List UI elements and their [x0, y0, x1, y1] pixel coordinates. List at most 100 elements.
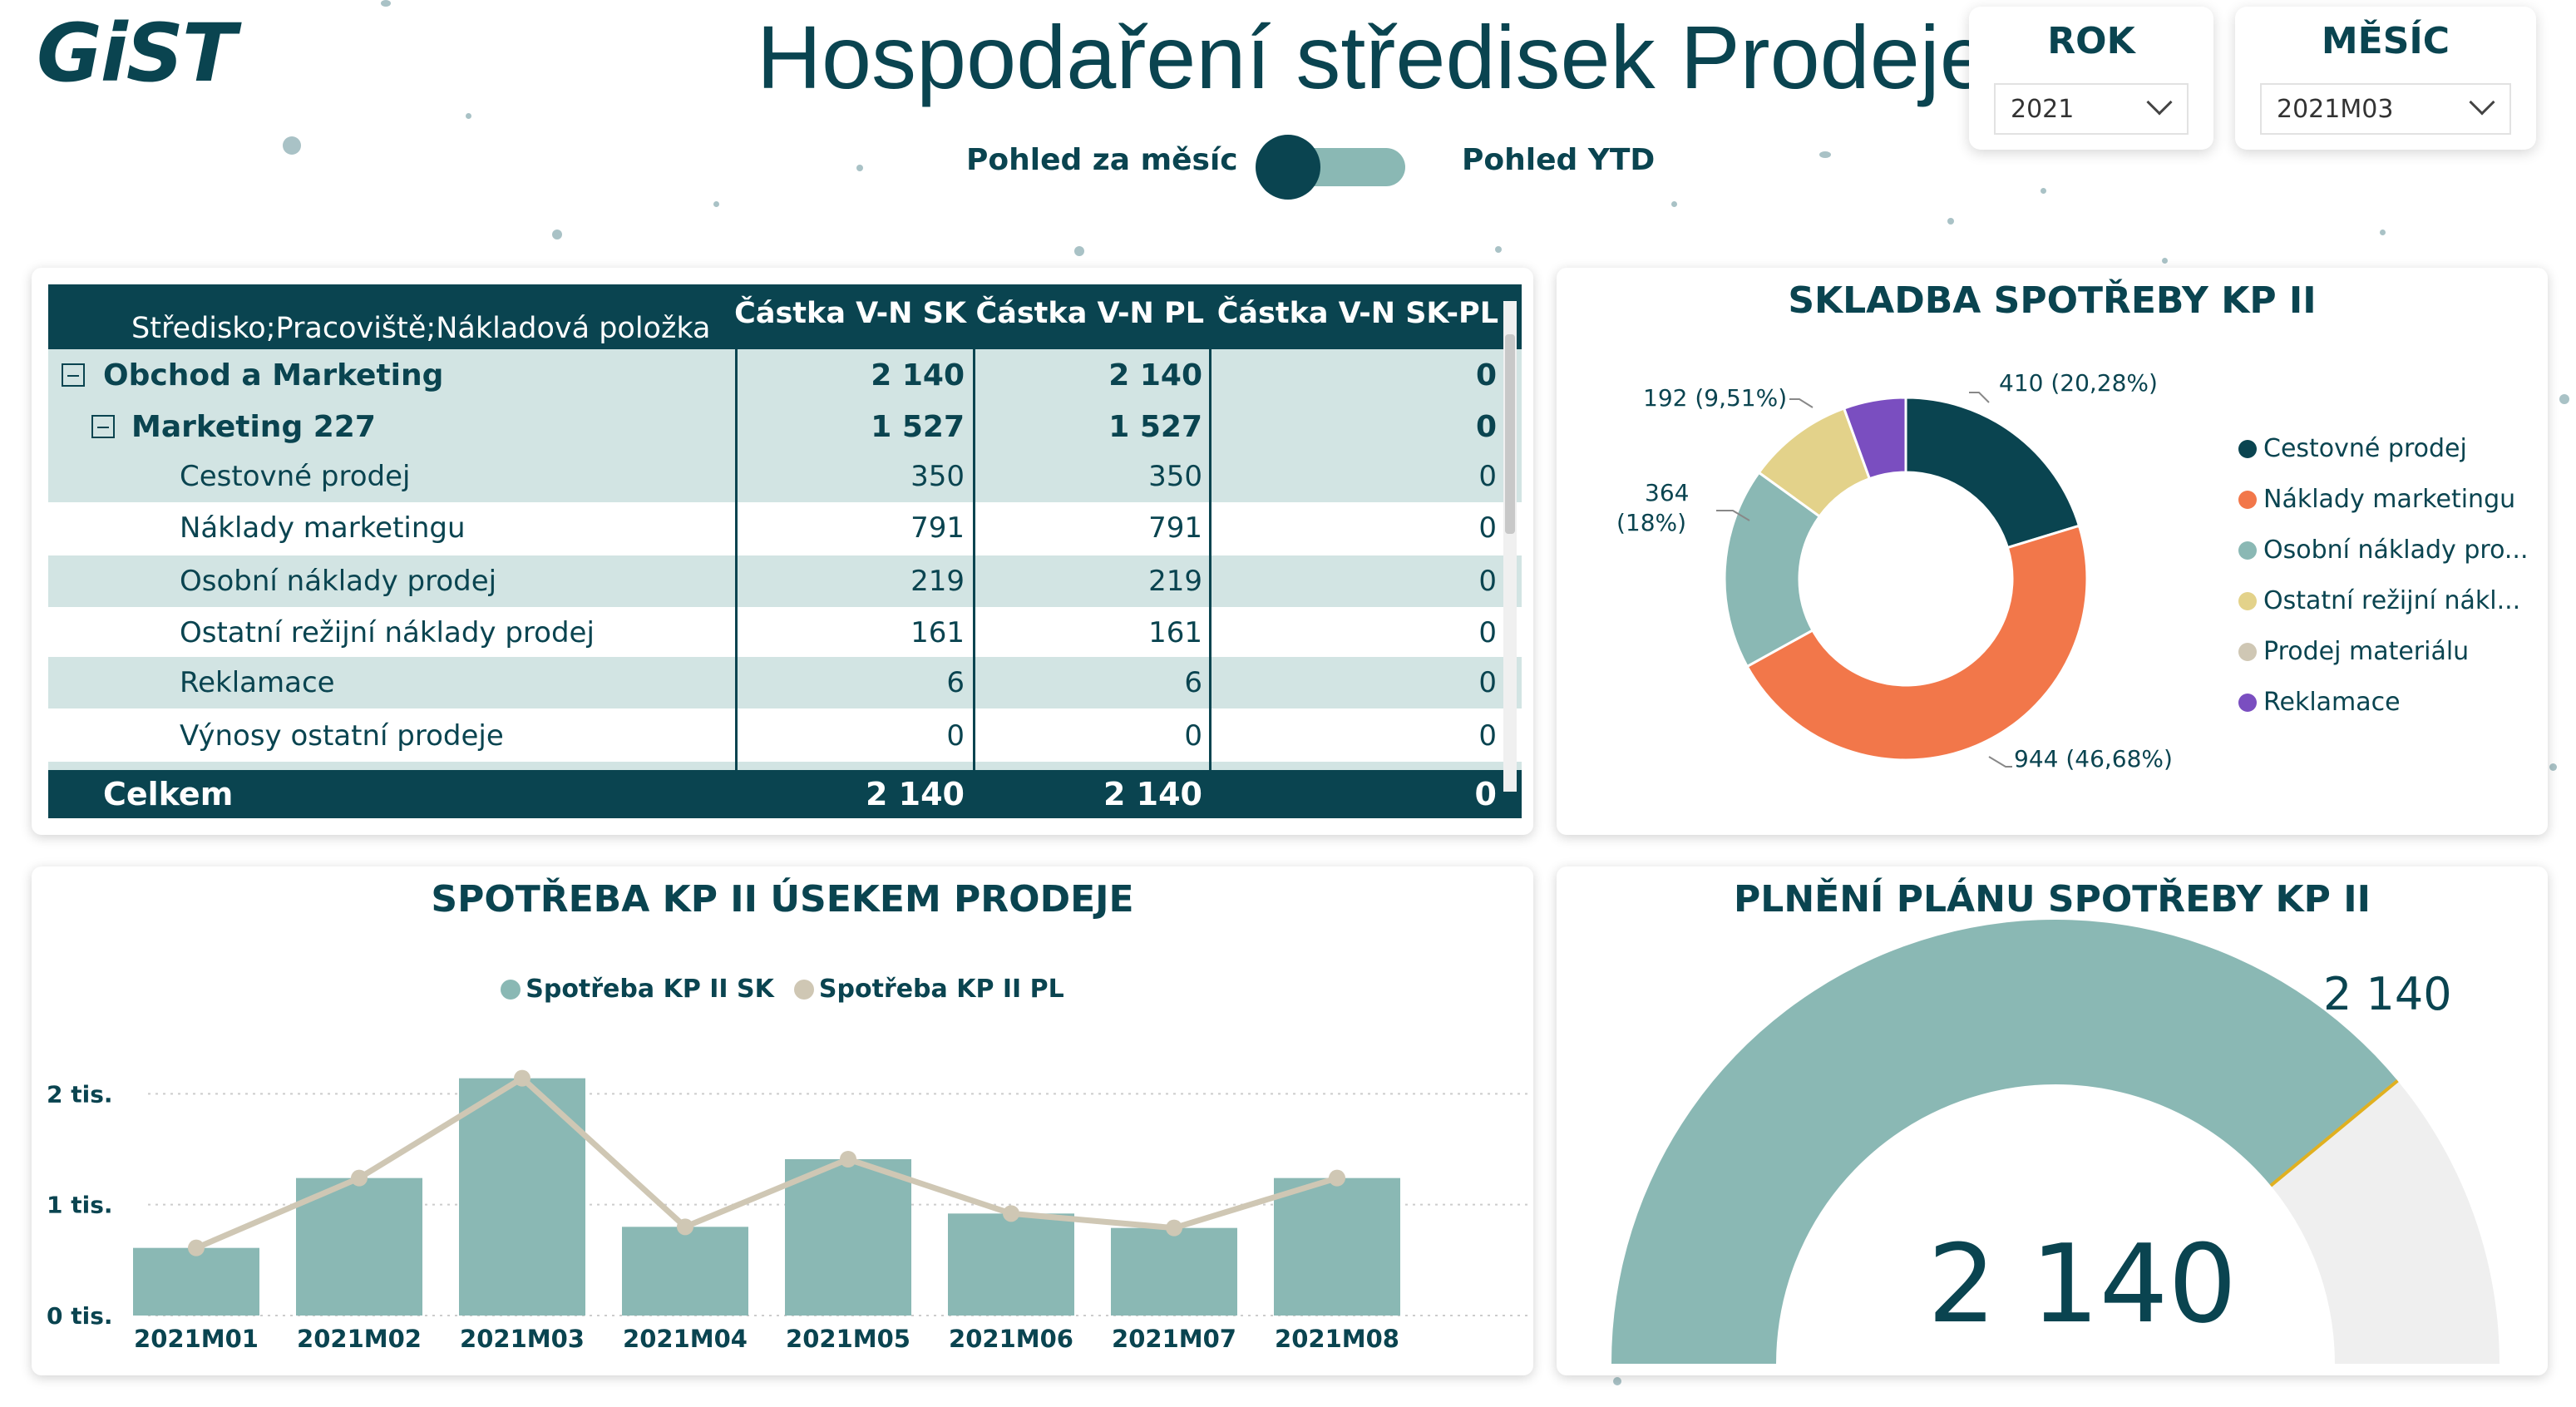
- donut-legend-item[interactable]: Cestovné prodej: [2238, 434, 2467, 463]
- table-row[interactable]: Výnosy ostatní prodeje 0 0 0: [48, 710, 1522, 762]
- table-row[interactable]: Reklamace 6 6 0: [48, 657, 1522, 708]
- decor-dot: [1613, 1377, 1621, 1385]
- legend-item-sk[interactable]: Spotřeba KP II SK: [501, 975, 774, 1004]
- y-tick-label: 0 tis.: [47, 1302, 113, 1330]
- legend-label: Reklamace: [2263, 688, 2401, 717]
- gauge-fill[interactable]: [1611, 920, 2398, 1364]
- cell-pl: 791: [1148, 511, 1202, 545]
- legend-item-pl[interactable]: Spotřeba KP II PL: [793, 975, 1064, 1004]
- decor-dot: [2549, 763, 2557, 771]
- x-tick-label: 2021M08: [1275, 1325, 1399, 1353]
- legend-label: Cestovné prodej: [2263, 434, 2467, 463]
- x-tick-label: 2021M07: [1112, 1325, 1236, 1353]
- y-tick-label: 1 tis.: [47, 1192, 113, 1219]
- legend-dot-sk: [501, 979, 521, 1000]
- line-point-2021M01[interactable]: [188, 1239, 205, 1256]
- cell-diff: 0: [1478, 460, 1497, 493]
- decor-dot: [381, 0, 391, 7]
- cell-diff: 0: [1478, 719, 1497, 753]
- donut-legend-item[interactable]: Prodej materiálu: [2238, 637, 2469, 666]
- legend-dot: [2238, 642, 2257, 661]
- cell-diff: 0: [1475, 358, 1497, 392]
- bar-2021M08[interactable]: [1274, 1177, 1400, 1316]
- table-row[interactable]: Ostatní režijní náklady prodej 161 161 0: [48, 607, 1522, 659]
- donut-leader-line: [1988, 756, 2012, 768]
- month-dropdown[interactable]: 2021M03: [2260, 83, 2511, 135]
- bar-2021M06[interactable]: [948, 1213, 1074, 1316]
- line-point-2021M06[interactable]: [1003, 1205, 1019, 1222]
- line-point-2021M03[interactable]: [514, 1069, 530, 1087]
- matrix-header-cell[interactable]: Částka V-N SK-PL: [1216, 297, 1498, 330]
- line-point-2021M08[interactable]: [1329, 1169, 1345, 1187]
- donut-legend-item[interactable]: Reklamace: [2238, 688, 2401, 717]
- cell-sk: 350: [910, 460, 965, 493]
- donut-legend-item[interactable]: Náklady marketingu: [2238, 485, 2515, 514]
- matrix-total-row: Celkem 2 140 2 140 0: [48, 770, 1522, 818]
- view-toggle-knob[interactable]: [1256, 135, 1320, 200]
- table-row[interactable]: Marketing 227 1 527 1 527 0: [48, 401, 1522, 452]
- row-label: Marketing 227: [131, 409, 376, 444]
- table-row[interactable]: Osobní náklady prodej 219 219 0: [48, 555, 1522, 607]
- line-point-2021M05[interactable]: [840, 1151, 856, 1168]
- donut-slice[interactable]: [1745, 524, 2089, 762]
- cell-sk: 0: [946, 719, 965, 753]
- table-row[interactable]: Obchod a Marketing 2 140 2 140 0: [48, 349, 1522, 401]
- row-label: Výnosy ostatní prodeje: [180, 719, 504, 753]
- donut-title: SKLADBA SPOTŘEBY KP II: [1788, 279, 2317, 322]
- decor-dot: [2380, 230, 2386, 235]
- cell-pl: 1 527: [1108, 409, 1202, 444]
- chevron-down-icon[interactable]: [2469, 89, 2495, 116]
- legend-dot: [2238, 490, 2257, 509]
- matrix-header-cell[interactable]: Částka V-N SK: [734, 297, 966, 330]
- decor-dot: [552, 230, 562, 239]
- cell-sk: 161: [910, 616, 965, 649]
- year-dropdown[interactable]: 2021: [1994, 83, 2189, 135]
- donut-slice[interactable]: [1904, 396, 2081, 550]
- cell-diff: 0: [1478, 511, 1497, 545]
- line-point-2021M02[interactable]: [351, 1169, 368, 1187]
- bar-2021M01[interactable]: [133, 1247, 259, 1316]
- donut-label-marketing: 944 (46,68%): [2014, 745, 2173, 773]
- donut-slice[interactable]: [1842, 396, 1907, 481]
- row-label: Náklady marketingu: [180, 511, 466, 545]
- bar-chart-title: SPOTŘEBA KP II ÚSEKEM PRODEJE: [431, 878, 1134, 921]
- matrix-scrollbar-thumb[interactable]: [1505, 334, 1515, 534]
- bar-2021M03[interactable]: [459, 1078, 585, 1316]
- donut-slice[interactable]: [1723, 471, 1822, 669]
- donut-legend-item[interactable]: Ostatní režijní nákl...: [2238, 586, 2520, 615]
- legend-dot: [2238, 591, 2257, 610]
- x-tick-label: 2021M04: [623, 1325, 748, 1353]
- row-label: Ostatní režijní náklady prodej: [180, 616, 595, 649]
- legend-dot: [2238, 541, 2257, 560]
- x-tick-label: 2021M02: [297, 1325, 422, 1353]
- legend-label-pl: Spotřeba KP II PL: [818, 975, 1064, 1004]
- total-diff: 0: [1474, 776, 1497, 812]
- line-point-2021M07[interactable]: [1166, 1219, 1182, 1237]
- legend-label: Prodej materiálu: [2263, 637, 2470, 666]
- bar-2021M05[interactable]: [785, 1159, 911, 1316]
- bar-2021M07[interactable]: [1111, 1227, 1237, 1316]
- table-row-partial: [48, 762, 1522, 770]
- bar-chart-legend: Spotřeba KP II SK Spotřeba KP II PL: [32, 975, 1533, 1004]
- collapse-icon[interactable]: [91, 415, 115, 438]
- bar-2021M04[interactable]: [622, 1227, 748, 1316]
- collapse-icon[interactable]: [62, 363, 85, 387]
- matrix-header-cell[interactable]: Středisko;Pracoviště;Nákladová položka: [131, 312, 711, 345]
- legend-dot-pl: [793, 979, 814, 1000]
- bar-2021M02[interactable]: [296, 1177, 422, 1316]
- matrix-header-cell[interactable]: Částka V-N PL: [975, 297, 1204, 330]
- donut-legend-item[interactable]: Osobní náklady pro...: [2238, 536, 2529, 565]
- chevron-down-icon[interactable]: [2146, 89, 2173, 116]
- cell-diff: 0: [1478, 666, 1497, 699]
- line-series-pl[interactable]: [195, 1074, 1339, 1251]
- donut-leader-line: [1969, 392, 1990, 403]
- table-row[interactable]: Cestovné prodej 350 350 0: [48, 451, 1522, 502]
- line-point-2021M04[interactable]: [677, 1218, 693, 1236]
- cell-pl: 2 140: [1108, 358, 1202, 392]
- x-tick-label: 2021M06: [949, 1325, 1073, 1353]
- table-row[interactable]: Náklady marketingu 791 791 0: [48, 502, 1522, 554]
- decor-dot: [2559, 394, 2569, 404]
- donut-card: SKLADBA SPOTŘEBY KP II 410 (20,28%) 944 …: [1557, 268, 2548, 835]
- bar-chart: 0 tis. 1 tis. 2 tis. 2021M01 2021M02 2021M03 2…: [47, 1069, 1528, 1353]
- donut-leader-line: [1789, 398, 1814, 408]
